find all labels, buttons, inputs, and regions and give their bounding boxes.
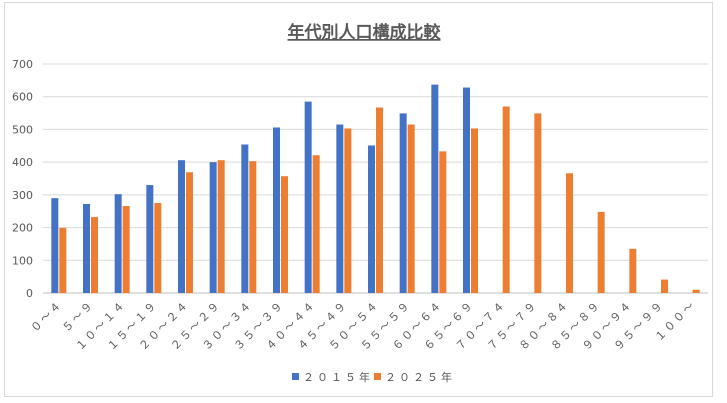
y-axis-ticks: 0 100 200 300 400 500 600 700 [12,58,33,300]
bar-2015 [463,87,470,293]
y-tick-label: 600 [12,91,33,104]
chart-frame [4,2,713,397]
bar-2015 [209,162,217,293]
bar-2025 [471,128,478,293]
y-tick-label: 0 [26,287,33,300]
bar-2025 [312,155,320,293]
legend: ２０１５年 ２０２５年 [292,370,455,384]
bar-2025 [249,161,257,293]
bar-2025 [344,128,352,293]
bar-2025 [154,203,162,293]
bar-2015 [178,160,185,293]
y-tick-label: 100 [12,254,33,267]
bar-2015 [51,198,59,293]
bar-2025 [376,107,383,293]
legend-swatch-0 [292,373,299,380]
bar-2025 [661,279,668,293]
bar-2025 [122,205,130,293]
bar-2015 [83,204,90,293]
bar-2025 [692,289,700,293]
bar-2025 [217,160,225,293]
bar-2025 [407,124,415,294]
y-tick-label: 700 [12,58,33,71]
legend-swatch-1 [374,373,381,380]
bar-2025 [281,176,288,293]
chart-title: 年代別人口構成比較 [288,22,442,43]
y-tick-label: 500 [12,123,33,136]
bar-2015 [114,194,122,293]
bar-2025 [629,248,637,293]
bar-2015 [368,145,375,293]
bar-2025 [186,172,193,293]
bar-2015 [273,127,280,293]
bar-2015 [399,113,407,293]
bars [51,84,700,294]
bar-2025 [91,217,98,293]
bar-2015 [146,185,154,293]
bar-2025 [534,113,542,293]
bar-2025 [502,106,510,294]
bar-2025 [59,227,67,293]
bar-2015 [431,84,439,293]
y-tick-label: 300 [12,189,33,202]
bar-2025 [439,151,447,293]
x-tick-label: ０〜４ [28,298,65,335]
bar-2025 [566,173,573,293]
y-tick-label: 200 [12,222,33,235]
gridlines [43,63,708,294]
x-axis-ticks: ０〜４５〜９１０〜１４１５〜１９２０〜２４２５〜２９３０〜３４３５〜３９４０〜４… [28,298,698,353]
y-tick-label: 400 [12,156,33,169]
legend-label: ２０１５年 [303,370,373,384]
bar-2015 [241,144,249,293]
bar-2025 [597,211,605,293]
legend-label: ２０２５年 [385,370,455,384]
bar-2015 [336,124,344,294]
bar-2015 [304,101,312,293]
